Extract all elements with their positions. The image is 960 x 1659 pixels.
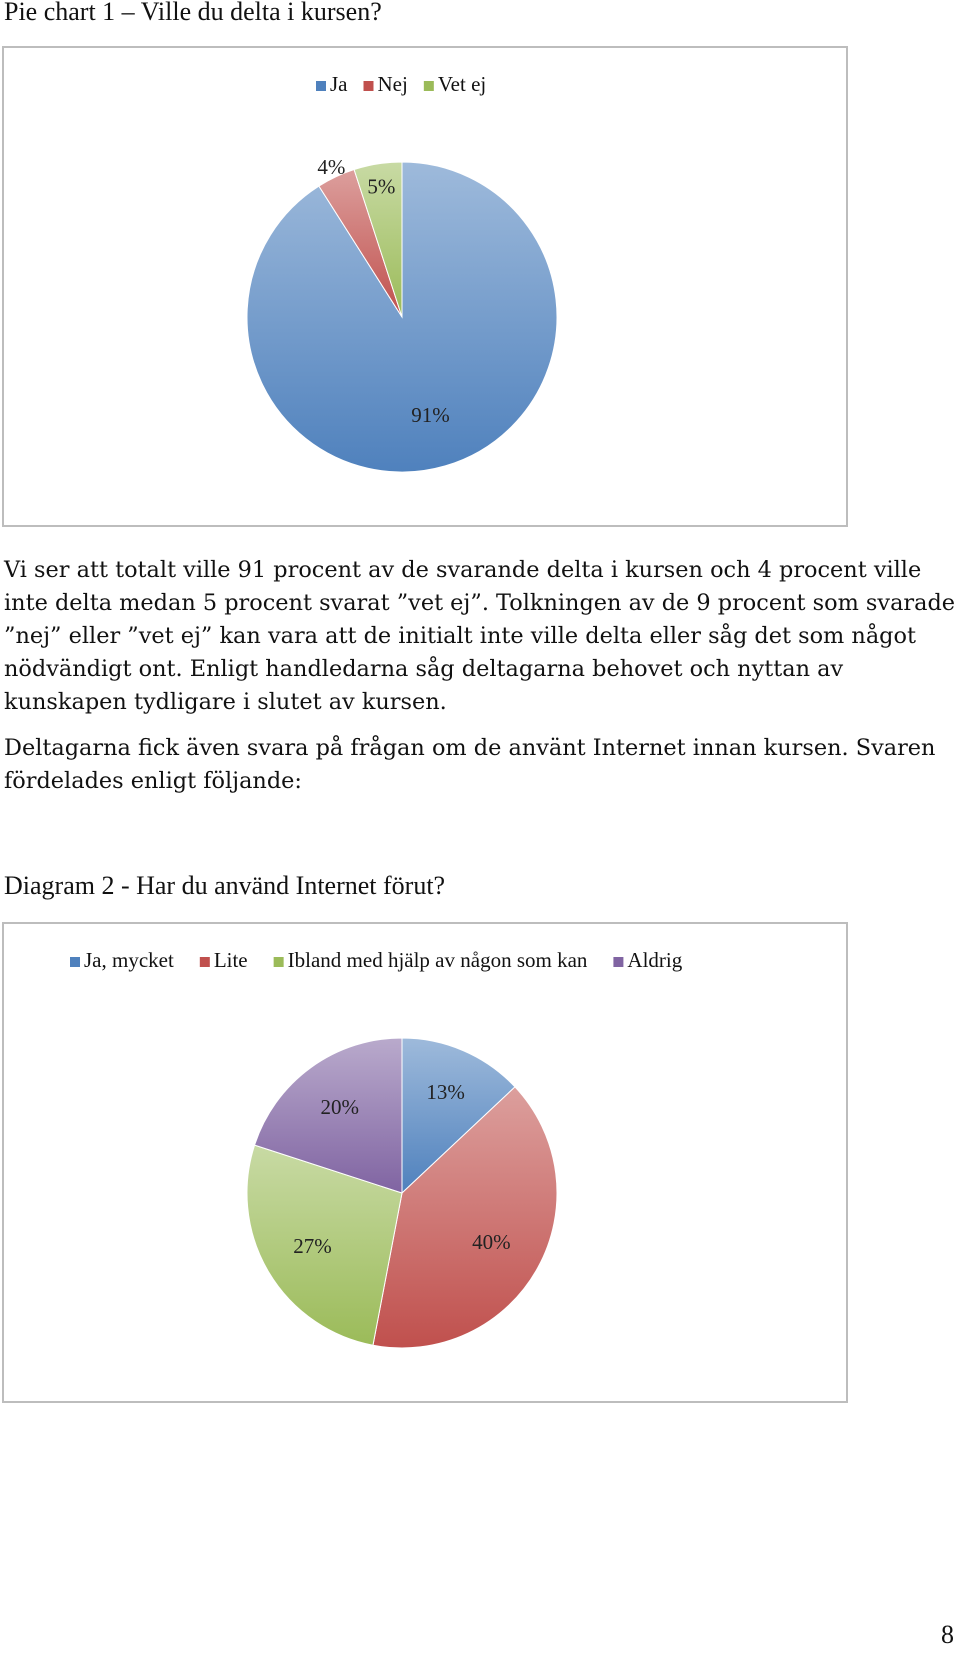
page-number: 8 xyxy=(941,1620,954,1649)
legend-item: Aldrig xyxy=(613,948,683,972)
legend-swatch xyxy=(363,81,374,91)
legend-label: Ibland med hjälp av någon som kan xyxy=(288,948,588,972)
legend-swatch xyxy=(70,957,80,967)
chart1-frame: Ja Nej Vet ej 91% 4% 5% xyxy=(2,46,848,527)
legend-swatch xyxy=(273,957,284,967)
legend-item: Vet ej xyxy=(423,72,486,96)
data-label: 13% xyxy=(426,1080,465,1104)
paragraph-1: Vi ser att totalt ville 91 procent av de… xyxy=(4,557,956,715)
data-label: 4% xyxy=(317,155,345,179)
pie-slice-lite xyxy=(372,1086,558,1349)
legend-label: Ja, mycket xyxy=(84,948,174,972)
pie-slice-aldrig xyxy=(253,1037,403,1194)
legend-swatch xyxy=(423,81,434,91)
pie-slice-ja-mycket xyxy=(401,1037,516,1195)
data-label: 91% xyxy=(411,403,450,427)
data-label: 40% xyxy=(472,1230,511,1254)
legend-item: Ibland med hjälp av någon som kan xyxy=(273,948,588,972)
legend-label: Lite xyxy=(214,948,248,972)
legend: Ja Nej Vet ej xyxy=(316,72,486,96)
legend: Ja, mycket Lite Ibland med hjälp av någon … xyxy=(70,948,683,972)
data-label: 27% xyxy=(293,1234,332,1258)
chart2-caption: Diagram 2 - Har du använd Internet förut… xyxy=(4,871,446,900)
legend-item: Ja xyxy=(316,72,348,96)
legend-swatch xyxy=(316,81,326,91)
paragraph-2: Deltagarna fick även svara på frågan om … xyxy=(4,735,936,794)
legend-label: Ja xyxy=(330,72,348,96)
legend-swatch xyxy=(613,957,624,967)
chart1-caption: Pie chart 1 – Ville du delta i kursen? xyxy=(4,0,382,26)
pie-slice-vet-ej xyxy=(353,161,403,318)
data-label: 5% xyxy=(367,175,395,199)
legend-label: Aldrig xyxy=(627,948,682,972)
chart2-pie: Ja, mycket Lite Ibland med hjälp av någon … xyxy=(70,948,683,1349)
legend-item: Lite xyxy=(199,948,248,972)
legend-item: Ja, mycket xyxy=(70,948,174,972)
data-label: 20% xyxy=(320,1095,359,1119)
legend-swatch xyxy=(199,957,210,967)
legend-item: Nej xyxy=(363,72,408,96)
chart2-frame: Ja, mycket Lite Ibland med hjälp av någon … xyxy=(2,922,848,1403)
legend-label: Nej xyxy=(378,72,408,96)
pie-slice-ibland-med-hjälp-av-någon-som-kan xyxy=(246,1144,403,1346)
chart1-pie: Ja Nej Vet ej 91% 4% 5% xyxy=(246,72,558,473)
legend-label: Vet ej xyxy=(438,72,486,96)
